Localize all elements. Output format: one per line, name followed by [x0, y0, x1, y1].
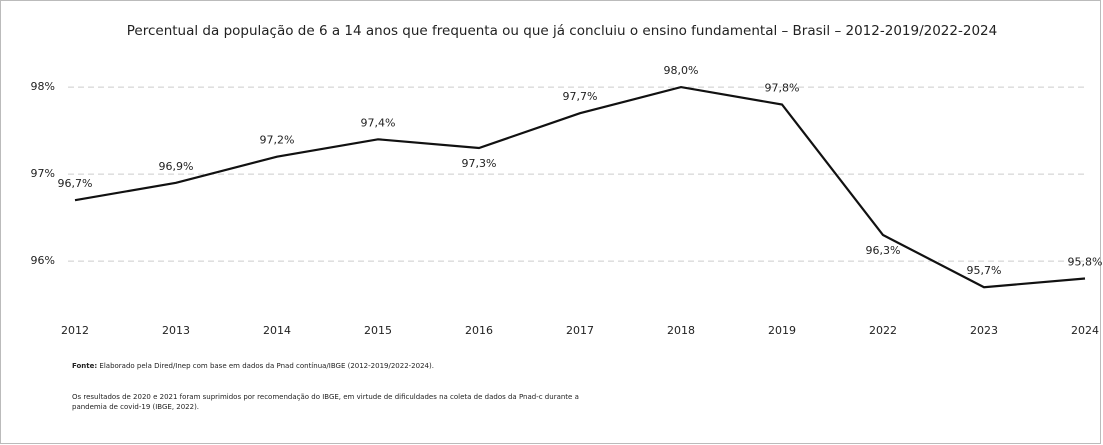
x-tick-label: 2016: [465, 324, 493, 337]
source-text: Elaborado pela Dired/Inep com base em da…: [99, 362, 434, 370]
note: pandemia de covid-19 (IBGE, 2022).: [72, 403, 199, 411]
note: Os resultados de 2020 e 2021 foram supri…: [72, 393, 579, 401]
x-tick-label: 2012: [61, 324, 89, 337]
source-label: Fonte:: [72, 362, 97, 370]
value-label: 98,0%: [664, 64, 699, 77]
value-label: 97,3%: [462, 157, 497, 170]
value-label: 97,2%: [260, 134, 295, 147]
value-label: 97,8%: [765, 82, 800, 95]
x-tick-label: 2017: [566, 324, 594, 337]
chart-title: Percentual da população de 6 a 14 anos q…: [127, 23, 997, 39]
value-label: 96,3%: [866, 244, 901, 257]
value-label: 97,7%: [563, 90, 598, 103]
x-tick-label: 2023: [970, 324, 998, 337]
x-tick-label: 2024: [1071, 324, 1099, 337]
y-tick-label: 97%: [31, 167, 55, 180]
x-tick-label: 2022: [869, 324, 897, 337]
value-label: 96,7%: [58, 177, 93, 190]
x-tick-label: 2019: [768, 324, 796, 337]
source: Fonte: Elaborado pela Dired/Inep com bas…: [72, 362, 434, 370]
x-tick-label: 2014: [263, 324, 291, 337]
y-tick-label: 96%: [31, 254, 55, 267]
x-tick-label: 2013: [162, 324, 190, 337]
value-label: 97,4%: [361, 116, 396, 129]
y-tick-label: 98%: [31, 80, 55, 93]
value-label: 95,8%: [1068, 256, 1103, 269]
x-tick-label: 2015: [364, 324, 392, 337]
value-label: 96,9%: [159, 160, 194, 173]
x-tick-label: 2018: [667, 324, 695, 337]
line: [74, 85, 1086, 289]
value-label: 95,7%: [967, 264, 1002, 277]
